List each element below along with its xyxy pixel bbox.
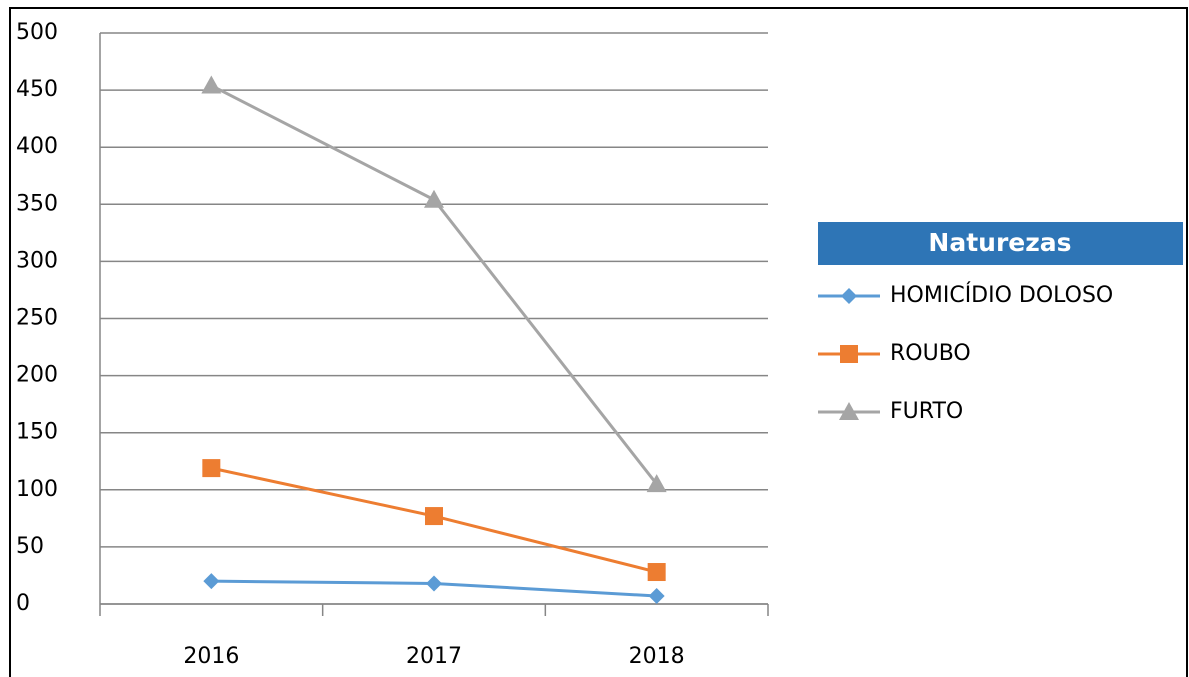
x-tick-label: 2016	[183, 644, 239, 669]
data-point	[646, 474, 667, 493]
legend-label: HOMICÍDIO DOLOSO	[890, 282, 1113, 308]
data-point	[202, 459, 221, 478]
y-tick-label: 250	[16, 306, 58, 331]
legend-label: FURTO	[890, 399, 963, 424]
y-tick-label: 500	[16, 20, 58, 45]
y-tick-label: 450	[16, 77, 58, 102]
data-point	[647, 563, 666, 582]
x-tick-label: 2018	[629, 644, 685, 669]
legend-title-box	[818, 222, 1183, 265]
data-point	[426, 575, 442, 592]
y-tick-label: 300	[16, 248, 58, 273]
y-tick-label: 200	[16, 363, 58, 388]
data-point	[648, 588, 665, 605]
data-point	[424, 189, 444, 208]
y-tick-label: 150	[16, 420, 58, 445]
legend-marker	[840, 345, 858, 363]
y-tick-label: 400	[16, 134, 58, 159]
data-point	[201, 75, 222, 94]
data-point	[425, 507, 443, 526]
y-tick-label: 50	[16, 534, 44, 559]
legend-marker	[839, 402, 859, 420]
legend-label: ROUBO	[890, 341, 971, 366]
data-point	[203, 573, 220, 590]
chart-frame	[9, 7, 1188, 677]
legend-title: Naturezas	[928, 228, 1071, 257]
x-tick-label: 2017	[406, 644, 462, 669]
y-tick-label: 100	[16, 477, 58, 502]
legend-marker	[841, 288, 857, 304]
series-line	[210, 84, 658, 486]
y-tick-label: 350	[16, 191, 58, 216]
y-tick-label: 0	[16, 591, 30, 616]
